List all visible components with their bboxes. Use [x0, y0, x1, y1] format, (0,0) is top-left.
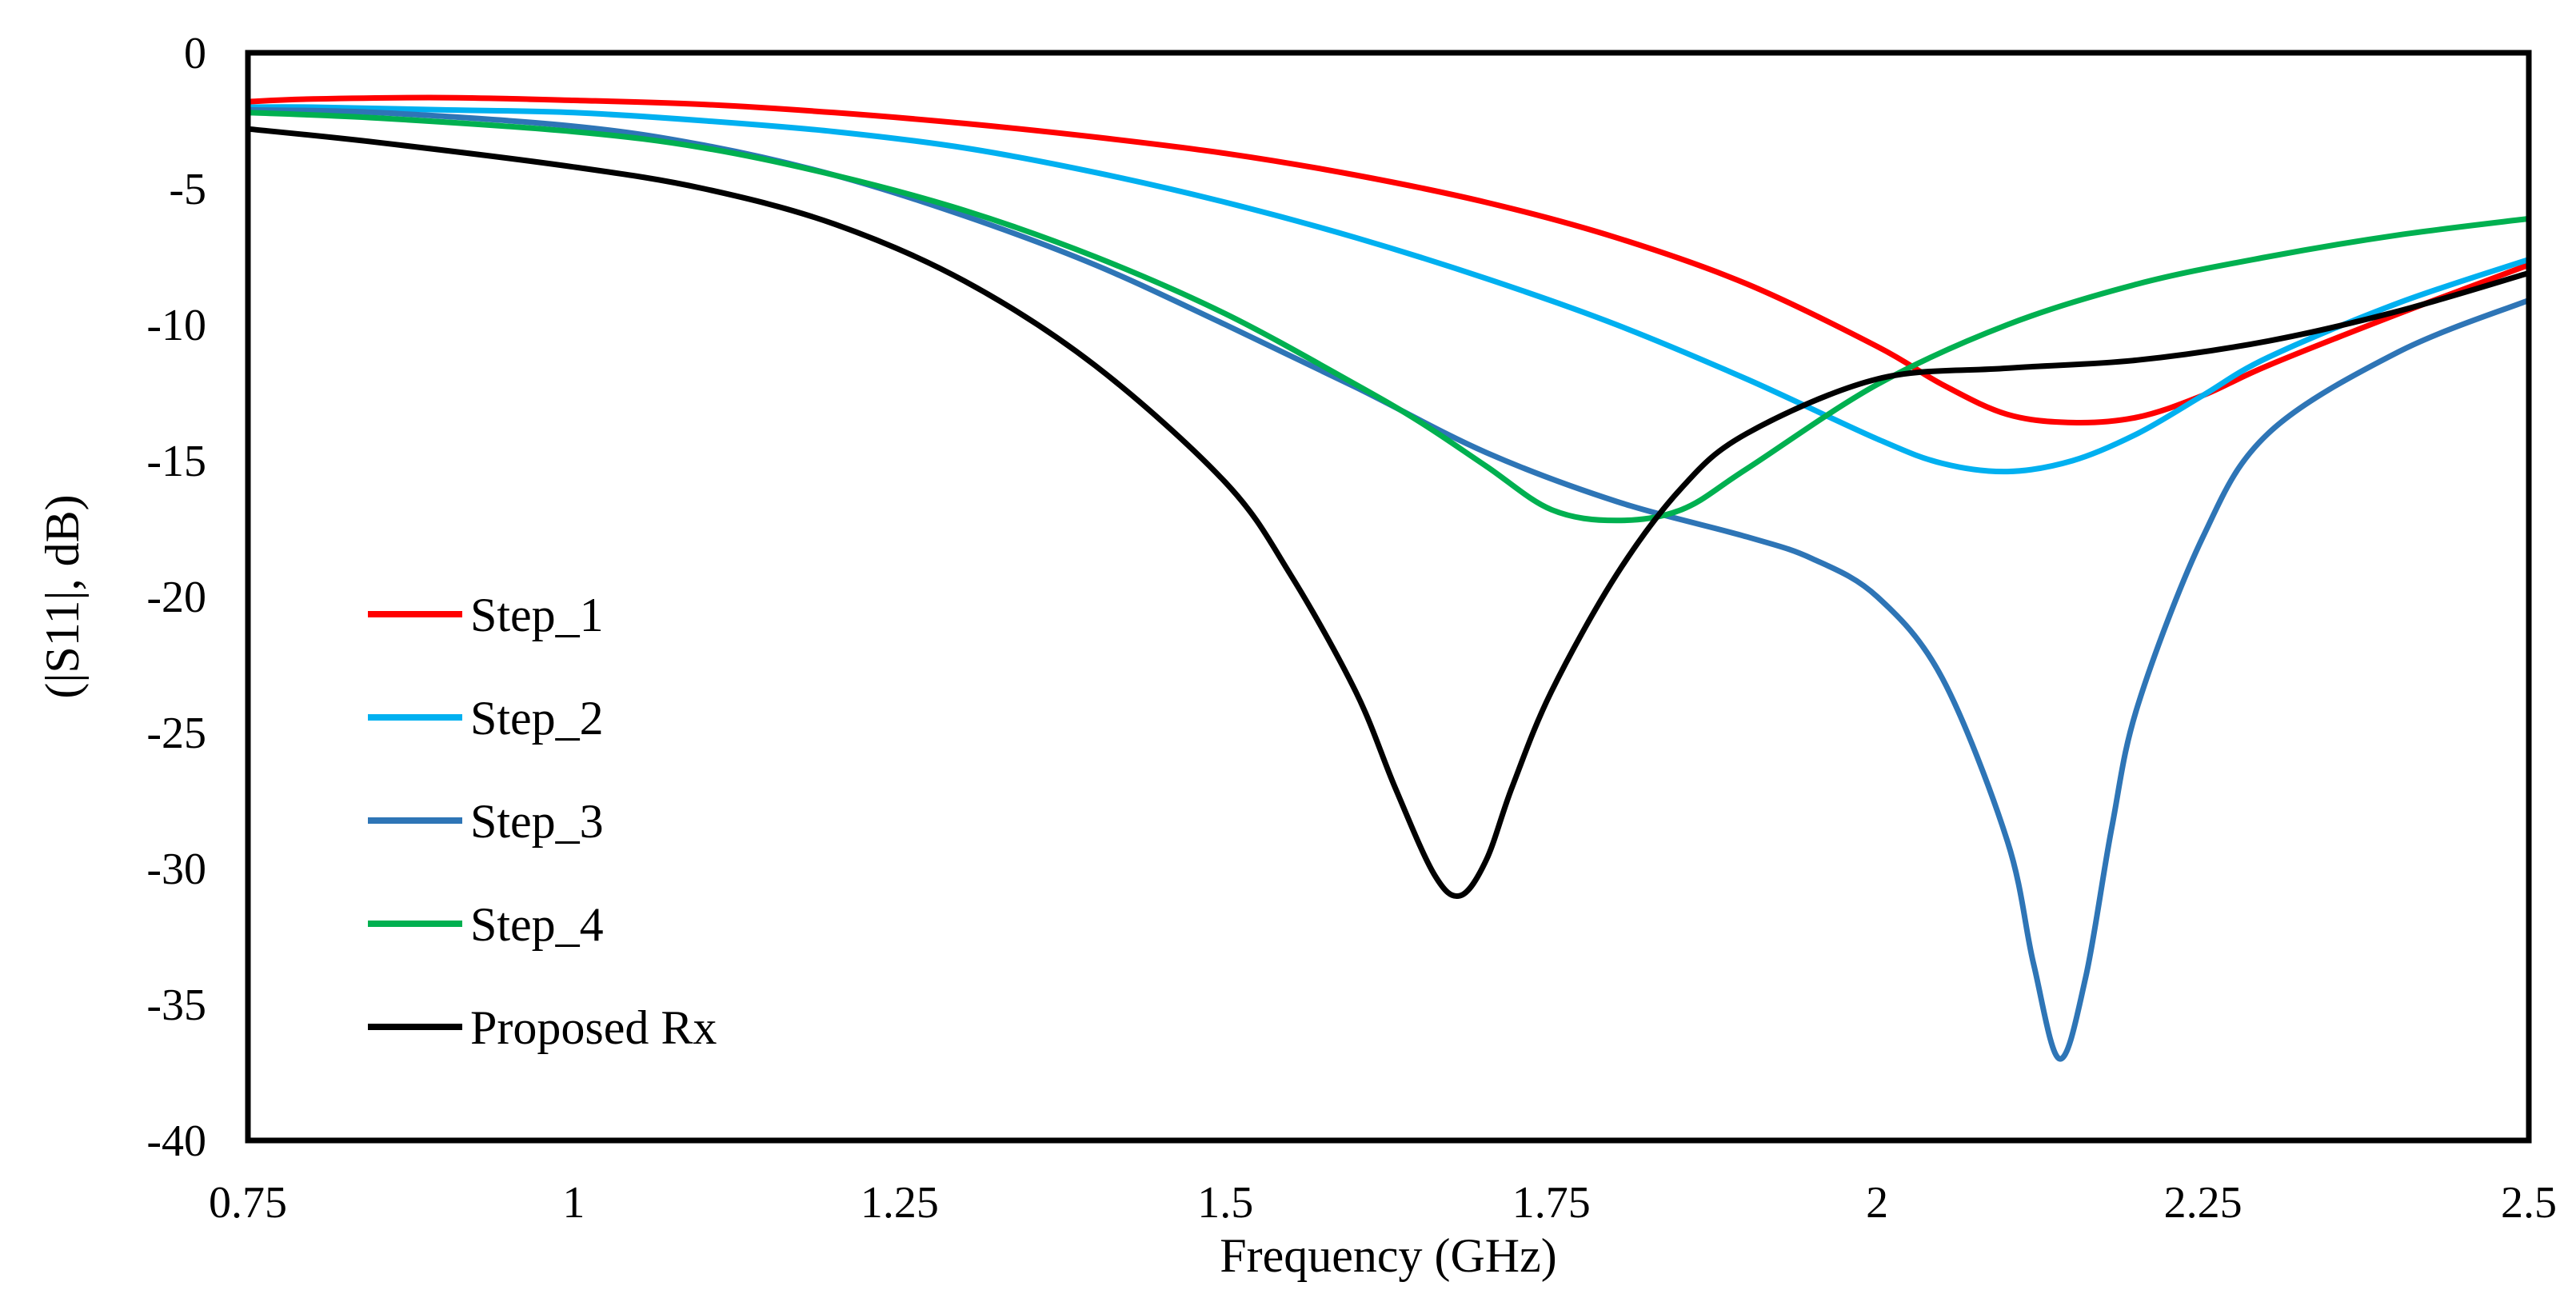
x-tick-label: 1 [562, 1178, 585, 1228]
legend-item-step-3: Step_3 [368, 795, 604, 848]
legend-item-step-4: Step_4 [368, 898, 604, 951]
series-line-step-4 [245, 110, 2532, 524]
y-tick-label: -5 [169, 165, 206, 214]
x-tick-label: 1.75 [1512, 1178, 1591, 1228]
y-axis-ticks: 0 -5 -10 -15 -20 -25 -30 -35 -40 [146, 29, 206, 1166]
x-tick-label: 0.75 [209, 1178, 287, 1228]
x-tick-label: 2 [1866, 1178, 1888, 1228]
series-layer [245, 94, 2532, 1062]
y-tick-label: -15 [146, 437, 206, 486]
plot-area-frame [245, 50, 2532, 1144]
y-tick-label: -20 [146, 573, 206, 622]
legend: Step_1 Step_2 Step_3 Step_4 Proposed Rx [368, 589, 717, 1054]
y-tick-label: 0 [184, 29, 206, 78]
y-tick-label: -40 [146, 1116, 206, 1166]
legend-item-step-1: Step_1 [368, 589, 604, 641]
x-axis-ticks: 0.75 1 1.25 1.5 1.75 2 2.25 2.5 [209, 1178, 2557, 1228]
x-tick-label: 1.25 [861, 1178, 939, 1228]
legend-label: Step_4 [470, 898, 604, 951]
legend-label: Step_2 [470, 692, 604, 745]
y-tick-label: -35 [146, 980, 206, 1030]
x-tick-label: 2.25 [2164, 1178, 2243, 1228]
y-tick-label: -10 [146, 301, 206, 350]
series-line-step-2 [245, 104, 2532, 475]
legend-label: Step_1 [470, 589, 604, 641]
y-axis-label: (|S11|, dB) [36, 494, 89, 698]
legend-item-step-2: Step_2 [368, 692, 604, 745]
legend-label: Proposed Rx [470, 1001, 717, 1054]
series-line-step-1 [245, 94, 2532, 426]
y-tick-label: -30 [146, 845, 206, 894]
y-tick-label: -25 [146, 709, 206, 758]
x-tick-label: 1.5 [1197, 1178, 1253, 1228]
x-axis-label: Frequency (GHz) [1220, 1229, 1557, 1282]
x-tick-label: 2.5 [2501, 1178, 2557, 1228]
series-line-proposed-rx [245, 126, 2532, 900]
legend-item-proposed-rx: Proposed Rx [368, 1001, 717, 1054]
legend-label: Step_3 [470, 795, 604, 848]
